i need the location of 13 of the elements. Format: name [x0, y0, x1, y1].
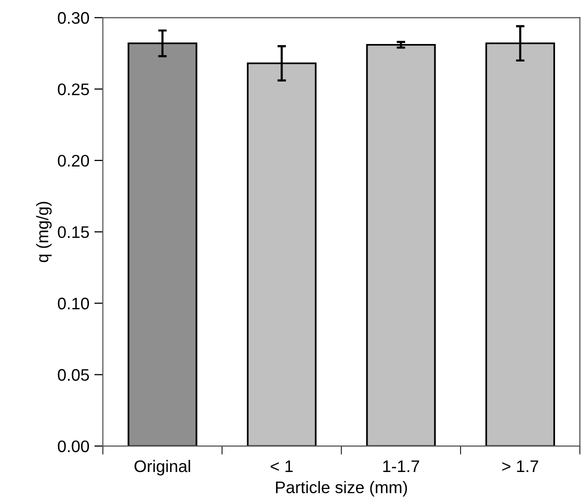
x-tick-label: Original	[134, 460, 190, 476]
x-axis-title: Particle size (mm)	[276, 481, 407, 497]
y-axis-title: q (mg/g)	[36, 202, 52, 262]
y-tick-label: 0.00	[58, 440, 89, 452]
y-tick-label: 0.15	[58, 226, 89, 238]
y-tick-label: 0.25	[58, 83, 89, 96]
y-tick-label: 0.10	[58, 298, 89, 310]
y-tick-label: 0.05	[58, 369, 89, 381]
x-tick-label: < 1	[270, 460, 293, 472]
x-tick-label: 1-1.7	[383, 460, 420, 472]
x-tick-label: > 1.7	[502, 460, 538, 472]
y-tick-label: 0.20	[58, 154, 89, 167]
y-tick-label: 0.30	[58, 12, 89, 24]
